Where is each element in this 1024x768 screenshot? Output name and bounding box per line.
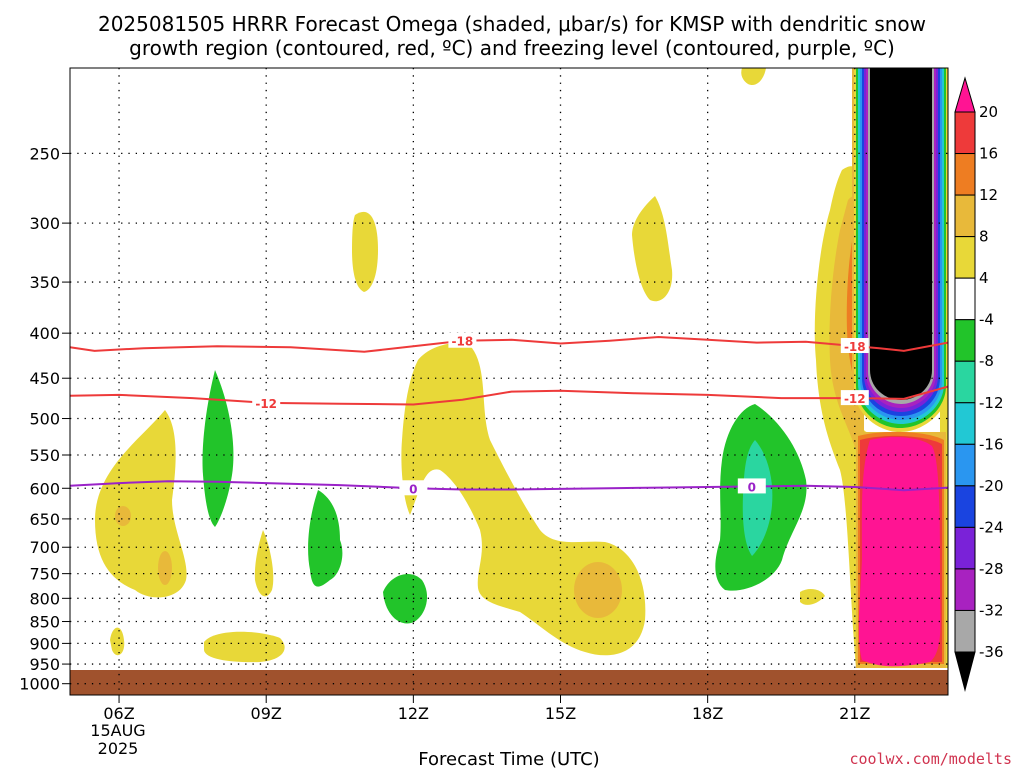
y-tick-label: 300: [29, 214, 60, 233]
contour-label-background: [840, 338, 869, 354]
upward-omega-region: [632, 196, 673, 302]
upward-omega-region: [254, 530, 274, 597]
colorbar-tick-label: -20: [979, 477, 1004, 495]
chart-title-line-1: 2025081505 HRRR Forecast Omega (shaded, …: [98, 12, 926, 36]
y-tick-label: 750: [29, 565, 60, 584]
contour-line: [69, 385, 949, 406]
colorbar-segment: [954, 402, 976, 445]
upward-omega-core: [574, 562, 622, 618]
x-tick-label: 18Z: [692, 704, 723, 723]
y-tick-label: 650: [29, 510, 60, 529]
colorbar-tick-label: 12: [979, 186, 998, 204]
colorbar-segment: [954, 236, 976, 279]
y-tick-label: 400: [29, 324, 60, 343]
contour-lines: -18 -18 -12 -12 0 0: [69, 332, 949, 496]
y-tick-label: 900: [29, 634, 60, 653]
colorbar-tick-label: -32: [979, 601, 1004, 619]
upward-omega-core: [115, 506, 131, 526]
colorbar-segment: [954, 526, 976, 570]
site-credit: coolwx.com/modelts: [849, 750, 1012, 768]
downward-omega-core: [742, 440, 773, 556]
contour-label: 0: [748, 480, 756, 494]
x-tick-label: 09Z: [251, 704, 282, 723]
colorbar-segment: [954, 277, 976, 321]
contour-line: [69, 480, 949, 492]
colorbar-bottom-arrow: [954, 651, 976, 692]
colorbar-segment: [954, 485, 976, 528]
colorbar-segment: [954, 153, 976, 196]
colorbar-top-arrow: [954, 76, 976, 113]
upward-omega-region: [741, 68, 766, 86]
colorbar-segment: [954, 443, 976, 487]
upward-omega-region: [110, 627, 125, 656]
contour-label-background: [448, 332, 477, 348]
y-axis-pressure: 250 300 350 400 450 500 550 600 650 700 750 800 850 9…: [19, 144, 70, 694]
colorbar-tick-label: -4: [979, 311, 994, 329]
colorbar-segment: [954, 319, 976, 362]
upward-omega-region: [800, 589, 825, 605]
y-tick-label: 800: [29, 589, 60, 608]
downward-omega-region: [383, 573, 428, 624]
downward-omega-region: [202, 370, 234, 527]
contour-label: -18: [844, 340, 866, 354]
strong-upward-omega-core: [858, 437, 941, 667]
colorbar-tick-label: -36: [979, 643, 1004, 661]
omega-shading: [70, 68, 948, 698]
colorbar-tick-label: -16: [979, 435, 1004, 453]
colorbar-segment: [954, 360, 976, 404]
upward-omega-region: [352, 211, 378, 292]
colorbar-tick-label: -12: [979, 394, 1004, 412]
x-axis-time: 06Z 09Z 12Z 15Z 18Z 21Z: [103, 695, 870, 723]
strong-downward-omega-core: [870, 68, 932, 80]
y-tick-label: 850: [29, 613, 60, 632]
x-date-line-1: 15AUG: [90, 721, 145, 740]
x-date-line-2: 2025: [98, 739, 139, 758]
colorbar-segment: [954, 111, 976, 155]
y-tick-label: 350: [29, 273, 60, 292]
y-tick-label: 250: [29, 144, 60, 163]
colorbar-tick-label: -28: [979, 560, 1004, 578]
contour-label: -12: [844, 392, 866, 406]
y-tick-label: 700: [29, 538, 60, 557]
colorbar-tick-label: -8: [979, 352, 994, 370]
contour-line: [69, 335, 949, 353]
upward-omega-region: [204, 631, 285, 663]
x-axis-label: Forecast Time (UTC): [418, 749, 599, 768]
y-tick-label: 950: [29, 655, 60, 674]
colorbar-tick-label: 16: [979, 145, 998, 163]
y-tick-label: 550: [29, 446, 60, 465]
colorbar-segment: [954, 568, 976, 611]
colorbar: 20 16 12 8 4 -4 -8 -12 -16 -20 -24 -28 -32 -36: [954, 76, 1004, 692]
ground-below-surface: [70, 670, 948, 695]
downward-omega-region: [308, 490, 343, 587]
y-tick-label: 1000: [19, 675, 60, 694]
contour-label: -18: [452, 335, 474, 349]
upward-omega-core: [158, 551, 172, 585]
colorbar-tick-label: 20: [979, 103, 998, 121]
colorbar-segment: [954, 194, 976, 238]
contour-label: -12: [255, 397, 277, 411]
x-tick-label: 21Z: [839, 704, 870, 723]
x-tick-label: 06Z: [103, 704, 134, 723]
contour-label-background: [840, 390, 869, 406]
contour-label: 0: [409, 482, 417, 496]
colorbar-segment: [954, 609, 976, 653]
y-tick-label: 450: [29, 369, 60, 388]
chart-title-line-2: growth region (contoured, red, ºC) and f…: [129, 36, 895, 60]
upward-omega-region: [95, 410, 187, 598]
y-tick-label: 500: [29, 410, 60, 429]
contour-label-background: [252, 394, 281, 410]
contour-label-background: [399, 480, 428, 496]
grid-lines: [70, 68, 948, 695]
strong-downward-omega-core: [870, 68, 932, 400]
x-tick-label: 15Z: [545, 704, 576, 723]
y-tick-label: 600: [29, 479, 60, 498]
x-tick-label: 12Z: [398, 704, 429, 723]
colorbar-tick-label: 8: [979, 228, 989, 246]
colorbar-tick-label: -24: [979, 518, 1004, 536]
plot-frame: [69, 67, 949, 696]
contour-label-background: [737, 478, 766, 494]
colorbar-tick-label: 4: [979, 269, 989, 287]
